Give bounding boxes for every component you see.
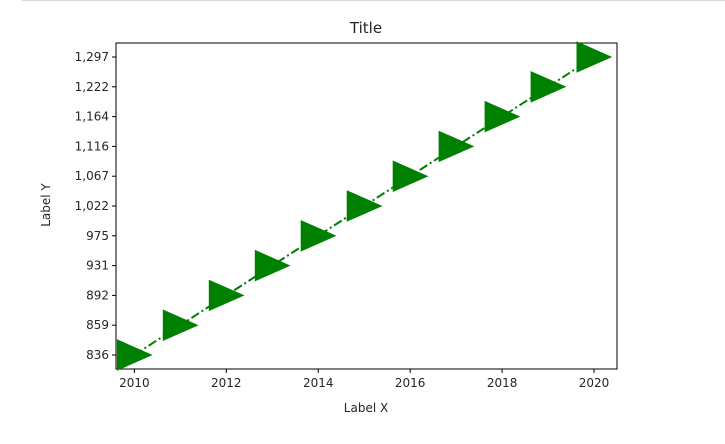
y-tick-label: 892 [86, 288, 109, 302]
y-tick-label: 1,067 [75, 169, 109, 183]
triangle-marker [162, 309, 199, 341]
plot-area: 836 859 892 931 975 1,022 1,067 1,116 1,164 1,222… [75, 41, 618, 390]
y-axis-label: Label Y [39, 183, 53, 227]
y-tick-label: 1,022 [75, 199, 109, 213]
top-divider [22, 0, 725, 1]
triangle-marker [438, 130, 475, 163]
x-tick-label: 2020 [579, 376, 610, 390]
chart-title: Title [349, 19, 382, 37]
triangle-marker [208, 279, 245, 312]
x-axis-label: Label X [344, 401, 388, 415]
y-tick-label: 1,222 [75, 80, 109, 94]
y-tick-label: 859 [86, 318, 109, 332]
y-tick-label: 836 [86, 348, 109, 362]
y-tick-label: 975 [86, 229, 109, 243]
triangle-marker [576, 41, 613, 73]
triangle-marker [392, 160, 429, 192]
triangle-marker [116, 339, 153, 371]
triangle-marker [484, 100, 521, 133]
x-tick-label: 2012 [211, 376, 242, 390]
y-tick-label: 1,164 [75, 110, 109, 124]
triangle-marker [254, 249, 291, 282]
y-tick-label: 1,297 [75, 50, 109, 64]
y-tick-label: 1,116 [75, 139, 109, 153]
triangle-marker [300, 220, 337, 252]
x-tick-label: 2014 [303, 376, 334, 390]
y-tick-label: 931 [86, 259, 109, 273]
x-tick-label: 2018 [487, 376, 518, 390]
triangle-marker [346, 190, 383, 222]
x-tick-label: 2010 [119, 376, 150, 390]
triangle-marker [530, 71, 567, 103]
x-tick-label: 2016 [395, 376, 426, 390]
